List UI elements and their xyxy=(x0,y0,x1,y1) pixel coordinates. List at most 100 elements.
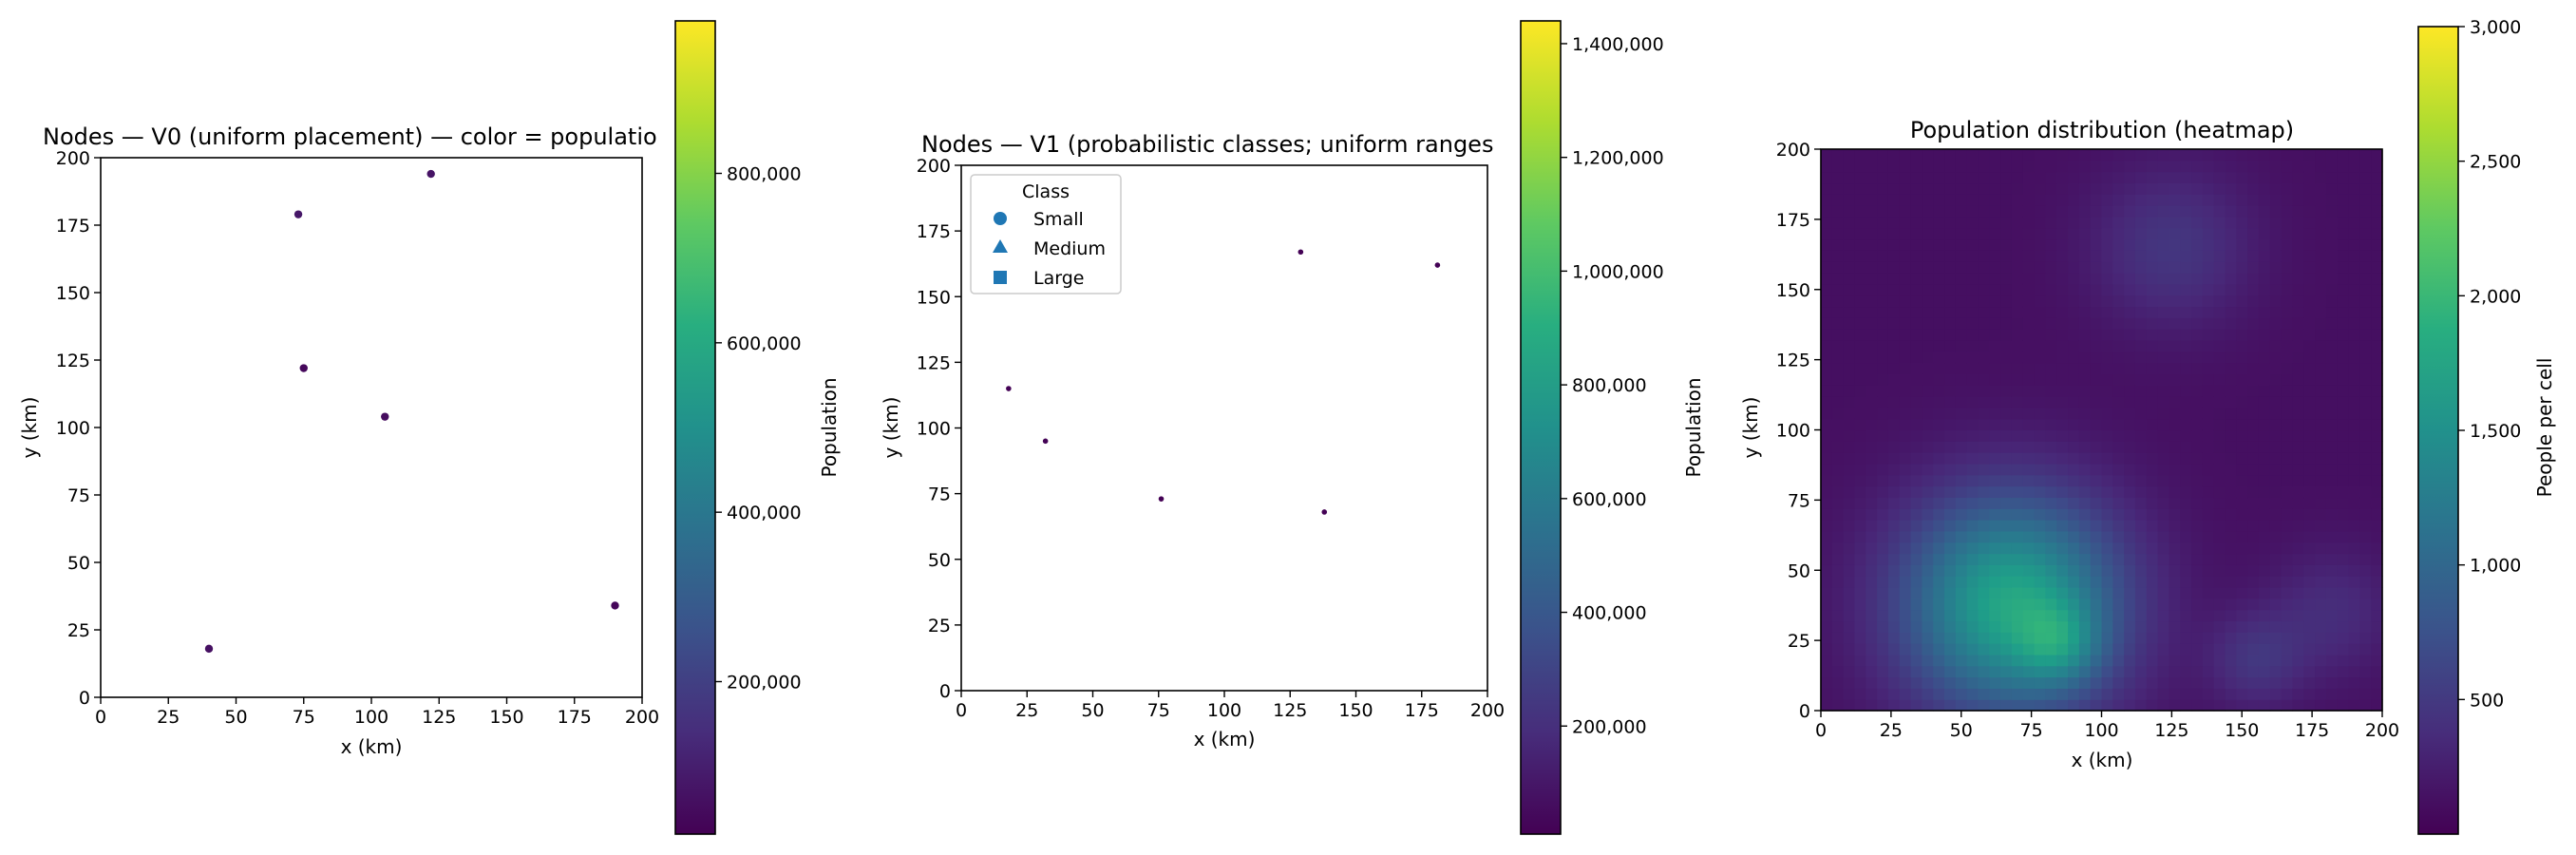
heatmap-cell xyxy=(1978,474,1990,487)
heatmap-cell xyxy=(2303,418,2316,431)
heatmap-cell xyxy=(1866,586,1878,599)
heatmap-cell xyxy=(2146,362,2159,374)
heatmap-cell xyxy=(1854,283,1866,296)
heatmap-cell xyxy=(2134,160,2148,173)
heatmap-cell xyxy=(2348,441,2360,453)
heatmap-cell xyxy=(1887,362,1901,374)
heatmap-cell xyxy=(2359,227,2372,240)
heatmap-cell xyxy=(1989,553,2001,565)
heatmap-cell xyxy=(2045,418,2057,431)
heatmap-cell xyxy=(2134,205,2148,218)
y-tick-label: 0 xyxy=(79,688,90,709)
heatmap-cell xyxy=(2269,385,2282,397)
heatmap-cell xyxy=(1978,632,1990,644)
heatmap-cell xyxy=(2045,485,2057,499)
heatmap-cell xyxy=(2303,508,2316,521)
heatmap-cell xyxy=(2325,553,2339,565)
heatmap-cell xyxy=(2068,699,2080,712)
heatmap-cell xyxy=(2348,564,2360,577)
heatmap-cell xyxy=(2292,306,2304,318)
heatmap-cell xyxy=(1887,632,1901,644)
heatmap-cell xyxy=(2348,396,2360,408)
heatmap-cell xyxy=(1978,261,1990,274)
heatmap-cell xyxy=(1922,564,1934,577)
heatmap-cell xyxy=(2000,520,2013,532)
heatmap-cell xyxy=(2180,676,2192,689)
heatmap-cell xyxy=(1831,250,1845,262)
heatmap-cell xyxy=(2348,665,2360,678)
heatmap-cell xyxy=(2000,283,2013,296)
heatmap-cell xyxy=(1877,182,1889,195)
heatmap-cell xyxy=(2034,643,2046,656)
heatmap-cell xyxy=(1877,508,1889,521)
heatmap-cell xyxy=(2292,576,2304,588)
heatmap-cell xyxy=(2112,238,2125,251)
heatmap-cell xyxy=(1910,643,1923,656)
heatmap-cell xyxy=(2011,149,2024,162)
heatmap-cell xyxy=(1944,205,1957,218)
x-tick-label: 175 xyxy=(1405,700,1439,721)
heatmap-cell xyxy=(1944,283,1957,296)
heatmap-cell xyxy=(2202,317,2215,330)
heatmap-cell xyxy=(2292,676,2304,689)
heatmap-cell xyxy=(2292,351,2304,364)
heatmap-cell xyxy=(2315,283,2327,296)
heatmap-cell xyxy=(1955,474,1968,487)
heatmap-cell xyxy=(2348,351,2360,364)
heatmap-cell xyxy=(2247,620,2260,633)
heatmap-cell xyxy=(2034,463,2046,476)
heatmap-cell xyxy=(2191,238,2204,251)
heatmap-cell xyxy=(2112,474,2125,487)
heatmap-cell xyxy=(1922,609,1934,622)
heatmap-cell xyxy=(1843,182,1856,195)
heatmap-cell xyxy=(1866,396,1878,408)
heatmap-cell xyxy=(2325,194,2339,206)
heatmap-cell xyxy=(2303,429,2316,442)
heatmap-cell xyxy=(2269,520,2282,532)
heatmap-cell xyxy=(1887,699,1901,712)
heatmap-cell xyxy=(2213,216,2226,229)
heatmap-cell xyxy=(2090,643,2103,656)
colorbar-tick-label: 3,000 xyxy=(2470,17,2521,38)
heatmap-cell xyxy=(2292,317,2304,330)
heatmap-cell xyxy=(2068,688,2080,700)
heatmap-cell xyxy=(2056,171,2069,184)
heatmap-cell xyxy=(2292,598,2304,611)
heatmap-cell xyxy=(2124,497,2136,509)
heatmap-cell xyxy=(2101,676,2113,689)
heatmap-cell xyxy=(2202,238,2215,251)
heatmap-cell xyxy=(2258,598,2271,611)
heatmap-cell xyxy=(2022,339,2036,352)
heatmap-cell xyxy=(1899,216,1912,229)
heatmap-cell xyxy=(2146,553,2159,565)
heatmap-cell xyxy=(2011,250,2024,262)
heatmap-cell xyxy=(1955,441,1968,453)
heatmap-cell xyxy=(2325,329,2339,341)
heatmap-cell xyxy=(1854,654,1866,667)
heatmap-cell xyxy=(1922,429,1934,442)
heatmap-cell xyxy=(1922,160,1934,173)
heatmap-cell xyxy=(2056,182,2069,195)
heatmap-cell xyxy=(2337,216,2350,229)
heatmap-cell xyxy=(2303,620,2316,633)
heatmap-cell xyxy=(2348,632,2360,644)
heatmap-cell xyxy=(2169,306,2181,318)
heatmap-cell xyxy=(2337,385,2350,397)
heatmap-cell xyxy=(1899,385,1912,397)
heatmap-cell xyxy=(2078,283,2092,296)
heatmap-cell xyxy=(2225,205,2237,218)
y-tick-label: 25 xyxy=(1788,631,1810,652)
heatmap-cell xyxy=(1821,530,1833,543)
heatmap-cell xyxy=(1854,643,1866,656)
heatmap-cell xyxy=(1854,294,1866,308)
heatmap-cell xyxy=(2124,609,2136,622)
heatmap-cell xyxy=(2269,329,2282,341)
heatmap-cell xyxy=(2022,351,2036,364)
heatmap-cell xyxy=(2157,171,2170,184)
heatmap-cell xyxy=(2034,530,2046,543)
heatmap-cell xyxy=(1854,418,1866,431)
heatmap-cell xyxy=(2269,441,2282,453)
heatmap-cell xyxy=(2068,520,2080,532)
heatmap-cell xyxy=(2000,654,2013,667)
heatmap-cell xyxy=(1866,216,1878,229)
